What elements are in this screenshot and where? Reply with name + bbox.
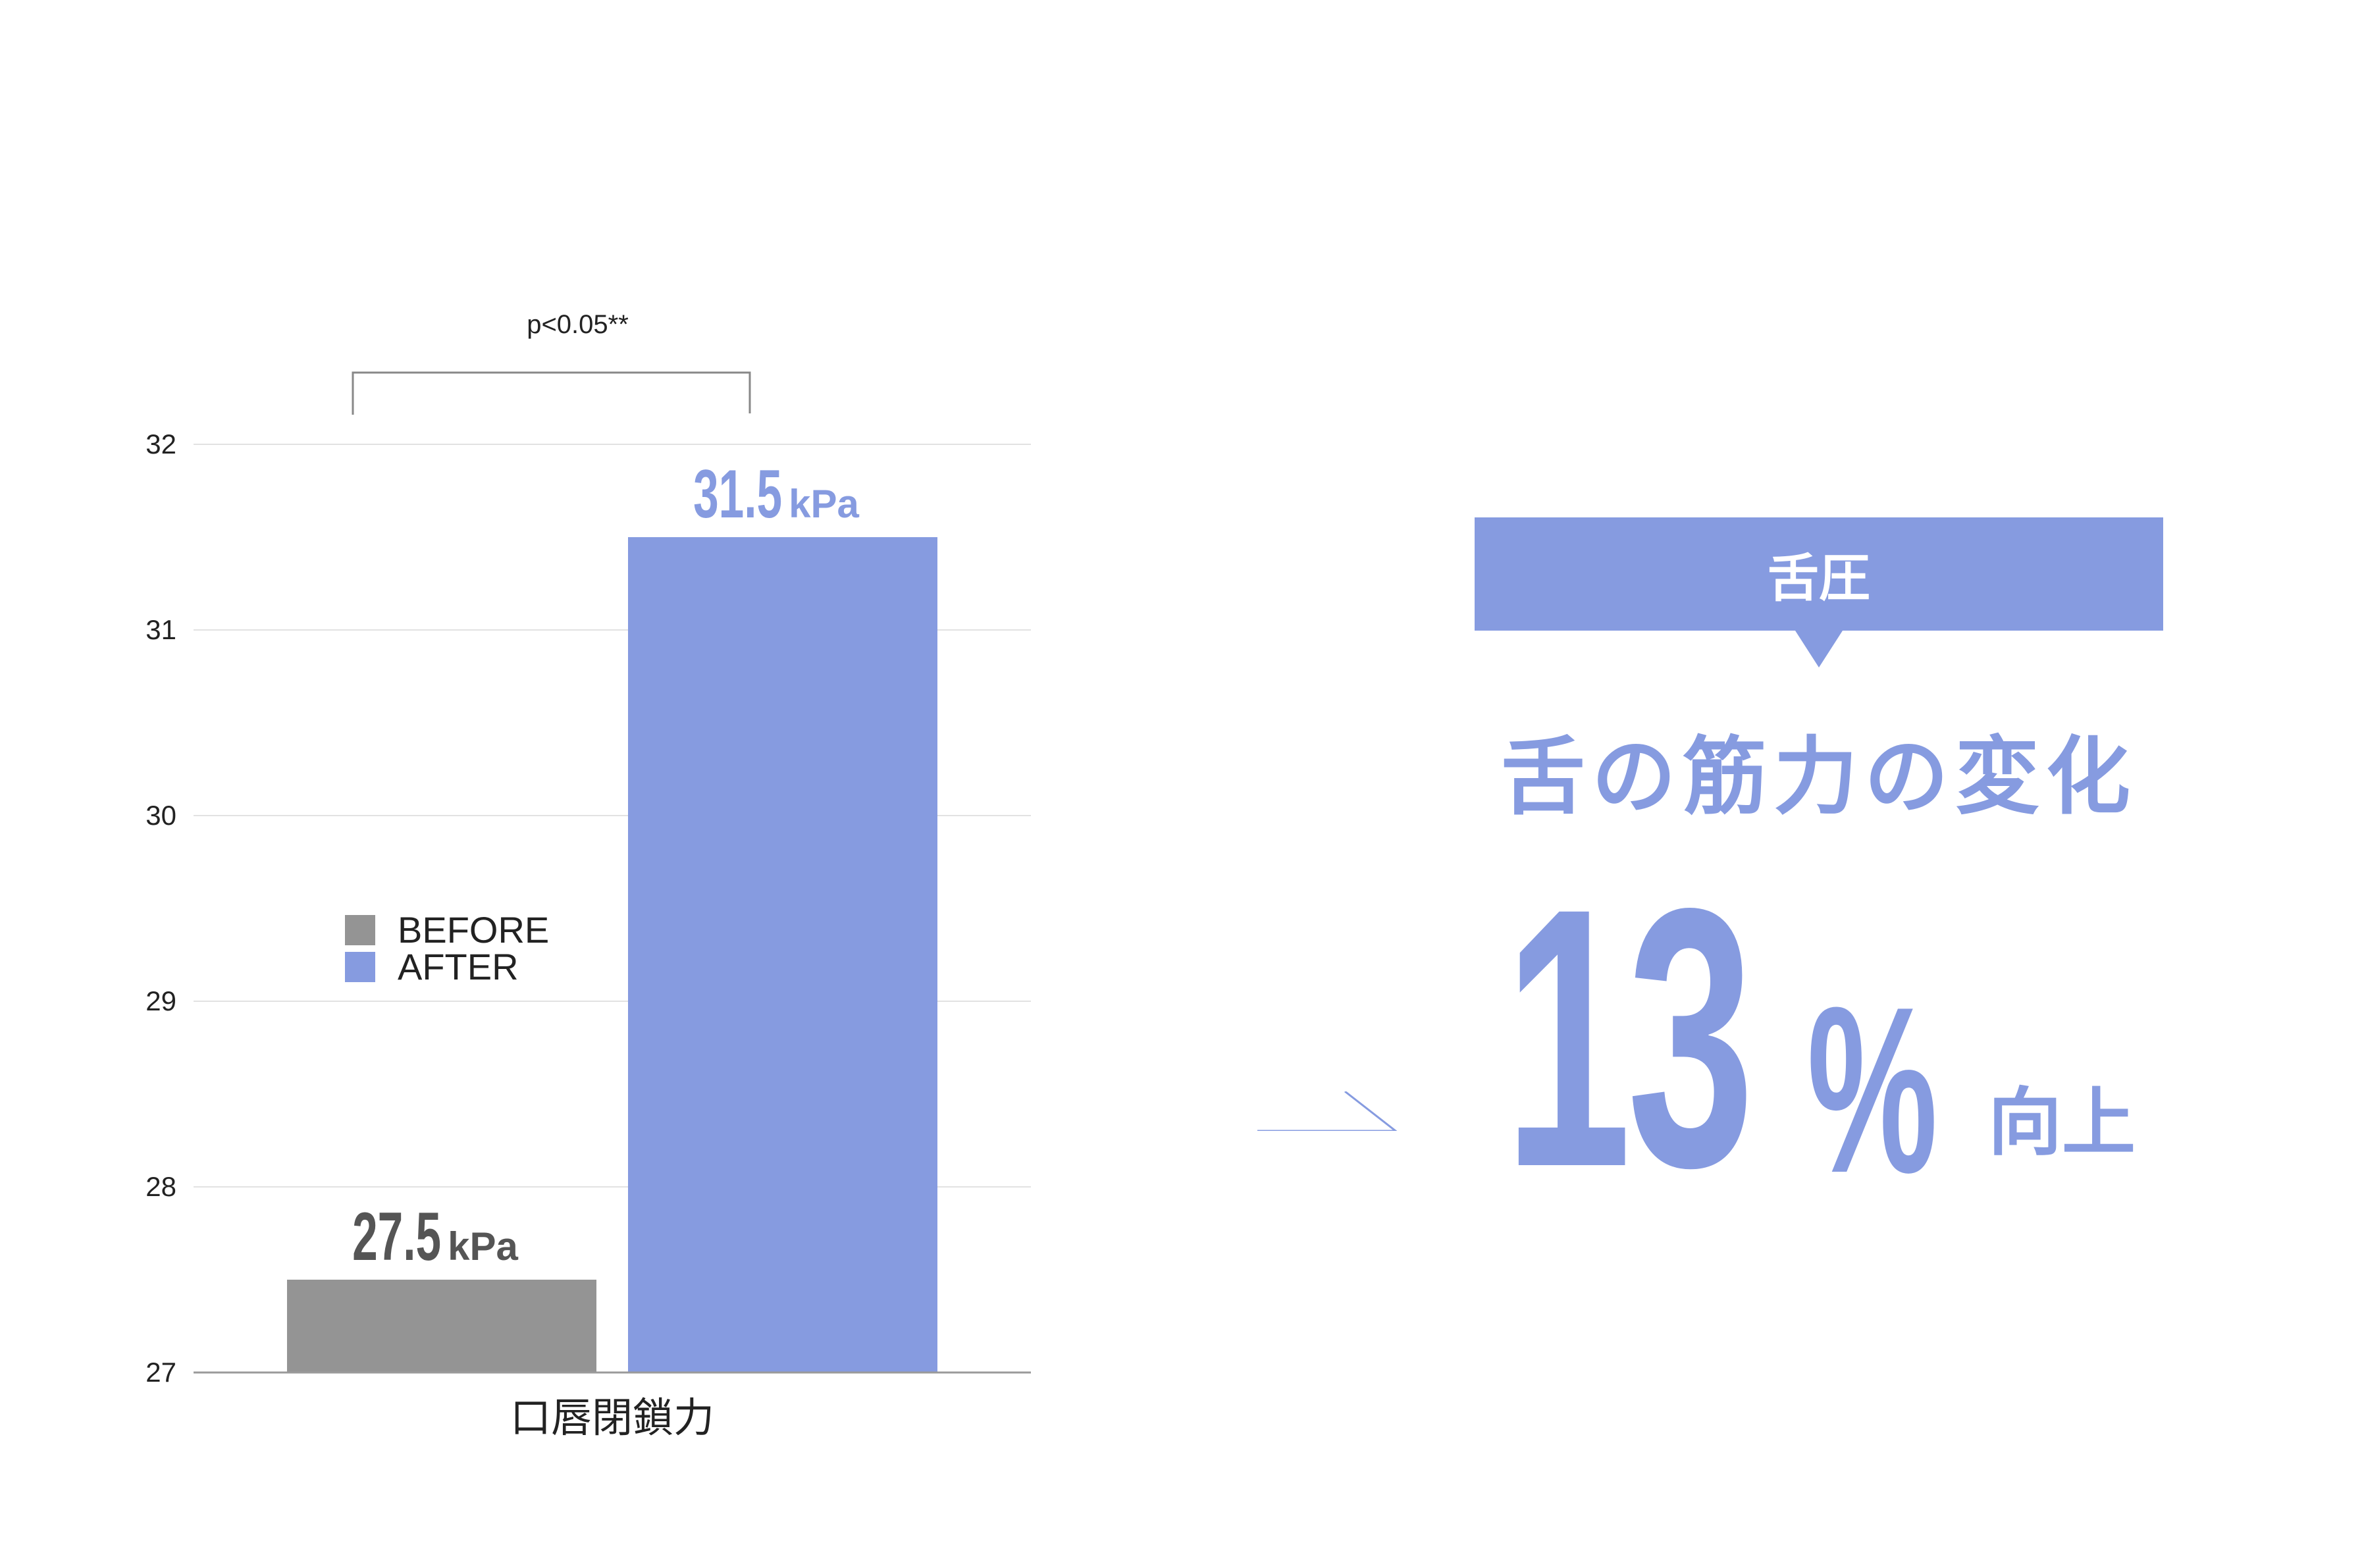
- y-tick-label: 32: [145, 429, 176, 459]
- summary-title: 舌の筋力の変化: [1500, 728, 2137, 826]
- legend-swatch: [345, 952, 375, 982]
- stat-suffix: 向上: [1988, 1080, 2136, 1166]
- tag-label: 舌圧: [1475, 517, 2163, 631]
- significance-label: p<0.05**: [527, 310, 629, 339]
- legend-swatch: [345, 915, 375, 945]
- stat-percent: %: [1807, 958, 1938, 1222]
- bar-before: [287, 1280, 596, 1372]
- tag-pointer-icon: [1795, 631, 1843, 667]
- improvement-stat: 13 % 向上: [1504, 831, 2228, 1243]
- arrow-icon: [1257, 1091, 1398, 1131]
- y-tick-label: 27: [145, 1357, 176, 1388]
- bars: [287, 537, 937, 1372]
- legend-label: AFTER: [398, 946, 519, 987]
- y-axis-ticks: 27 28 29 30 31 32: [145, 429, 176, 1388]
- data-label: 27.5 kPa: [352, 1199, 518, 1275]
- x-category-label: 口唇閉鎖力: [510, 1394, 714, 1442]
- y-tick-label: 30: [145, 800, 176, 831]
- bar-after: [628, 537, 937, 1372]
- y-tick-label: 29: [145, 985, 176, 1016]
- stat-number: 13: [1504, 831, 1754, 1243]
- significance-bracket: p<0.05**: [352, 310, 751, 415]
- legend-label: BEFORE: [398, 909, 549, 951]
- data-labels: 27.5 kPa 31.5 kPa: [352, 456, 859, 1275]
- y-tick-label: 31: [145, 614, 176, 645]
- y-tick-label: 28: [145, 1171, 176, 1202]
- data-label: 31.5 kPa: [693, 456, 859, 533]
- bracket-line: [352, 371, 751, 415]
